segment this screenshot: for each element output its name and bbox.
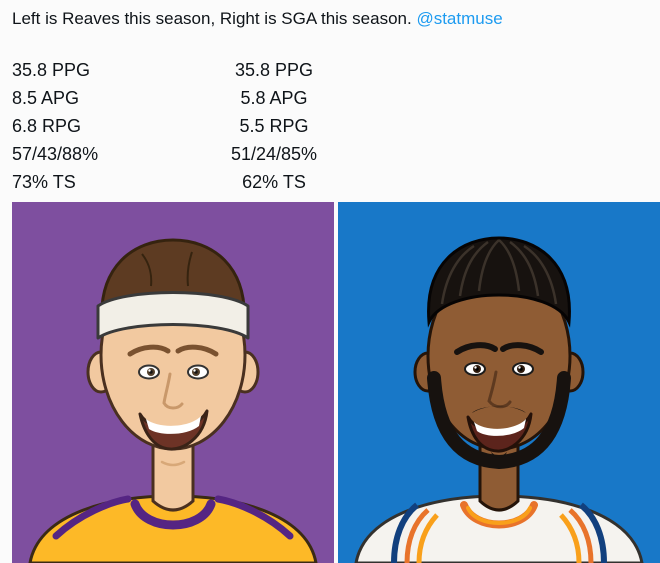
reaves-headband (96, 291, 250, 340)
stats-left-column: 35.8 PPG 8.5 APG 6.8 RPG 57/43/88% 73% T… (12, 56, 208, 196)
stat-left-splits: 57/43/88% (12, 143, 99, 164)
sga-hair-braids (427, 236, 571, 328)
stat-right-ppg: 35.8 PPG (234, 59, 314, 80)
sga-beard (427, 371, 571, 470)
stat-left-ts: 73% TS (12, 171, 76, 192)
reaves-portrait[interactable] (12, 202, 334, 563)
sga-jersey (354, 494, 644, 563)
stats-right-column: 35.8 PPG 5.8 APG 5.5 RPG 51/24/85% 62% T… (208, 56, 340, 196)
tweet-text-body: Left is Reaves this season, Right is SGA… (12, 9, 417, 28)
sga-portrait[interactable] (338, 202, 660, 563)
stat-left-ppg: 35.8 PPG (12, 59, 91, 80)
sga-face (454, 342, 544, 458)
tweet-text: Left is Reaves this season, Right is SGA… (12, 8, 503, 30)
reaves-face (127, 344, 219, 467)
stat-left-apg: 8.5 APG (12, 87, 80, 108)
stats-comparison: 35.8 PPG 8.5 APG 6.8 RPG 57/43/88% 73% T… (12, 56, 340, 196)
player-portraits (12, 202, 660, 563)
stat-right-apg: 5.8 APG (240, 87, 308, 108)
mention-statmuse-link[interactable]: @statmuse (416, 9, 503, 28)
stat-left-rpg: 6.8 RPG (12, 115, 82, 136)
stat-right-ts: 62% TS (242, 171, 306, 192)
stat-right-rpg: 5.5 RPG (239, 115, 309, 136)
stat-right-splits: 51/24/85% (230, 143, 318, 164)
